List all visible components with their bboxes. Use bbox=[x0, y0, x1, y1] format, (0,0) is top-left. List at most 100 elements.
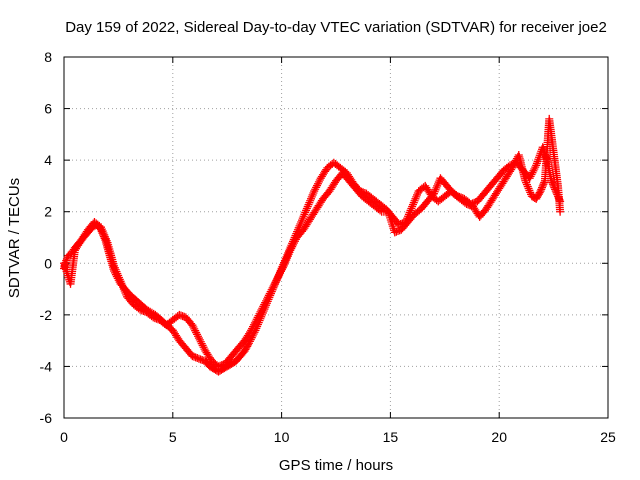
data-point-s1-9-3 bbox=[112, 267, 121, 276]
data-point-s1-35-7 bbox=[285, 248, 294, 257]
data-point-s1-32 bbox=[260, 300, 269, 309]
data-point-s1-58-1 bbox=[430, 187, 439, 196]
data-point-s0-79 bbox=[532, 161, 541, 170]
data-point-s1-72-3 bbox=[523, 182, 532, 191]
data-point-s1-34-6 bbox=[278, 263, 287, 272]
data-point-s1-33 bbox=[266, 287, 275, 296]
chart-title: Day 159 of 2022, Sidereal Day-to-day VTE… bbox=[65, 19, 607, 36]
data-point-s0-43-4 bbox=[300, 210, 309, 219]
data-point-s1-21-6 bbox=[193, 332, 202, 341]
data-point-s0-79-3 bbox=[534, 155, 543, 164]
data-point-s1-72-1 bbox=[522, 178, 531, 187]
data-series bbox=[60, 114, 565, 376]
data-point-s0-45-5 bbox=[314, 177, 323, 186]
data-point-s1-30-5 bbox=[251, 317, 260, 326]
data-point-s1-9-4 bbox=[113, 269, 122, 278]
data-point-s1-7-7 bbox=[102, 236, 111, 245]
data-point-s1-9-6 bbox=[114, 273, 123, 282]
data-point-s0-79-4 bbox=[535, 153, 544, 162]
data-point-s1-33-3 bbox=[269, 282, 278, 291]
data-point-s1-30-1 bbox=[248, 324, 257, 333]
data-point-s1-75-5 bbox=[540, 178, 549, 187]
data-point-s0-79-5 bbox=[535, 151, 544, 160]
data-point-s1-10-4 bbox=[119, 285, 128, 294]
x-tick-label-5: 25 bbox=[600, 429, 616, 445]
data-point-s1-35 bbox=[279, 261, 288, 270]
data-point-s1-75-4 bbox=[539, 180, 548, 189]
data-point-s1-7-2 bbox=[98, 227, 107, 236]
data-point-s0-78-6 bbox=[531, 163, 540, 172]
data-point-s1-22-4 bbox=[198, 341, 207, 350]
data-point-s1-35-1 bbox=[280, 259, 289, 268]
data-point-s0-34-4 bbox=[244, 340, 253, 349]
x-axis-label: GPS time / hours bbox=[279, 457, 393, 474]
x-axis-ticks: 0 5 10 15 20 25 bbox=[60, 57, 616, 445]
data-point-s1-33-2 bbox=[268, 283, 277, 292]
data-point-s1-7 bbox=[96, 223, 105, 232]
y-tick-label-6: 6 bbox=[44, 101, 52, 117]
data-point-s1-72-4 bbox=[524, 184, 533, 193]
data-point-s1-36-3 bbox=[289, 240, 298, 249]
data-point-s0-60-3 bbox=[410, 196, 419, 205]
data-point-s1-22-5 bbox=[199, 343, 208, 352]
data-point-s0-60-4 bbox=[411, 194, 420, 203]
data-point-s1-33-4 bbox=[270, 280, 279, 289]
data-point-s0-44-6 bbox=[308, 190, 317, 199]
data-point-s1-70-2 bbox=[510, 160, 519, 169]
data-point-s1-35-2 bbox=[281, 257, 290, 266]
data-point-s0-43-3 bbox=[299, 212, 308, 221]
data-point-s1-10-2 bbox=[118, 281, 127, 290]
data-point-s1-10-5 bbox=[120, 287, 129, 296]
data-point-s0-45 bbox=[310, 187, 319, 196]
data-point-s0-1-1 bbox=[62, 254, 71, 263]
data-point-s1-58-4 bbox=[433, 181, 442, 190]
data-point-s0-43-1 bbox=[298, 216, 306, 225]
data-point-s1-32-3 bbox=[262, 295, 271, 304]
data-point-s1-10-1 bbox=[117, 279, 126, 288]
data-point-s1-33-5 bbox=[271, 278, 280, 287]
data-point-s1-75 bbox=[536, 187, 545, 196]
data-point-s0-78-3 bbox=[528, 168, 537, 177]
data-point-s0-79-1 bbox=[532, 159, 541, 168]
data-point-s1-36-2 bbox=[288, 242, 297, 251]
data-point-s1-22 bbox=[194, 334, 203, 343]
data-point-s1-75-2 bbox=[537, 183, 546, 192]
data-point-s1-36-4 bbox=[290, 239, 299, 248]
y-tick-label-4: 2 bbox=[44, 204, 52, 220]
data-point-s0-78-4 bbox=[529, 166, 538, 175]
data-point-s1-34-2 bbox=[275, 271, 284, 280]
data-point-s0-45-2 bbox=[312, 183, 321, 192]
data-point-s1-30 bbox=[247, 326, 256, 335]
data-point-s1-9-5 bbox=[114, 271, 123, 280]
data-point-s0-79-2 bbox=[533, 157, 542, 166]
data-point-s1-35-6 bbox=[284, 250, 293, 259]
data-point-s1-49-3 bbox=[376, 206, 385, 215]
data-point-s1-10 bbox=[116, 277, 125, 286]
data-point-s1-34-1 bbox=[274, 272, 283, 281]
y-tick-label-1: -4 bbox=[40, 358, 53, 374]
data-point-s0-60-5 bbox=[412, 192, 421, 201]
data-point-s1-70 bbox=[508, 163, 517, 172]
data-point-s1-80 bbox=[556, 207, 565, 216]
data-point-s1-72-2 bbox=[522, 180, 531, 189]
data-point-s1-31-4 bbox=[257, 306, 266, 315]
data-point-s0-43-6 bbox=[302, 206, 311, 215]
y-axis-ticks: -6 -4 -2 0 2 4 6 8 bbox=[40, 49, 608, 426]
data-point-s1-58-5 bbox=[434, 179, 442, 188]
x-tick-label-1: 5 bbox=[169, 429, 177, 445]
data-point-s0-60-6 bbox=[413, 190, 422, 199]
data-point-s1-21-4 bbox=[192, 328, 201, 337]
data-point-s1-7-3 bbox=[99, 228, 108, 237]
data-point-s1-32-5 bbox=[264, 291, 273, 300]
data-point-s0-60-2 bbox=[409, 198, 418, 207]
y-axis-label: SDTVAR / TECUs bbox=[6, 178, 23, 298]
x-tick-label-0: 0 bbox=[60, 429, 68, 445]
data-point-s1-30-4 bbox=[250, 318, 259, 327]
data-point-s1-9-2 bbox=[111, 265, 120, 274]
data-point-s1-31-3 bbox=[256, 307, 265, 316]
data-point-s1-22-1 bbox=[195, 335, 204, 344]
data-point-s0-44-4 bbox=[306, 194, 315, 203]
data-point-s1-33-1 bbox=[267, 285, 276, 294]
data-point-s0-78-2 bbox=[527, 170, 536, 179]
x-tick-label-4: 20 bbox=[491, 429, 507, 445]
